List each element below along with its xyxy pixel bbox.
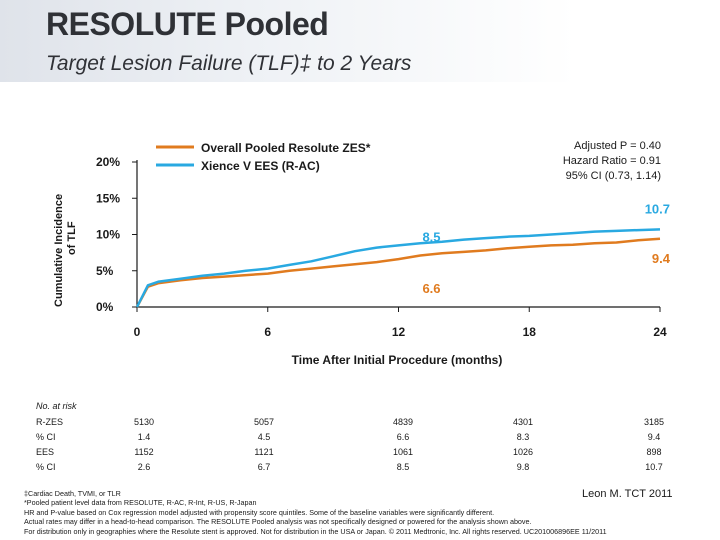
- header-band: [0, 0, 720, 82]
- risk-table-row: % CI 2.6 6.7 8.5 9.8 10.7: [0, 462, 720, 476]
- series-line-xience: [135, 228, 661, 308]
- footnote: HR and P-value based on Cox regression m…: [24, 507, 495, 517]
- x-tick-label: 18: [523, 325, 537, 339]
- risk-cell: 8.3: [516, 432, 530, 442]
- risk-row-label: % CI: [36, 432, 56, 442]
- page-title: RESOLUTE Pooled: [46, 6, 329, 42]
- x-tick-label: 24: [653, 325, 667, 339]
- risk-row-label: R-ZES: [36, 417, 63, 427]
- data-label: 9.4: [652, 251, 671, 266]
- risk-table-row: EES 1152 1121 1061 1026 898: [0, 447, 720, 461]
- citation: Leon M. TCT 2011: [582, 488, 673, 500]
- risk-cell: 3185: [643, 417, 665, 427]
- x-axis: 0 6 12 18 24: [134, 306, 667, 339]
- series-line-resolute: [135, 237, 661, 308]
- series-lines: [135, 228, 661, 308]
- page-subtitle: Target Lesion Failure (TLF)‡ to 2 Years: [46, 52, 412, 75]
- chart: 0% 5% 10% 15% 20% 0 6 12 18 24 8.5 6.6 10.7 9.4 Cum…: [53, 140, 671, 367]
- legend-label-resolute: Overall Pooled Resolute ZES*: [201, 141, 371, 155]
- stat-hazard-ratio: Hazard Ratio = 0.91: [563, 155, 661, 167]
- risk-table-header: No. at risk: [36, 401, 77, 411]
- footnote: *Pooled patient level data from RESOLUTE…: [24, 498, 257, 508]
- risk-cell: 1061: [392, 447, 414, 457]
- data-labels: 8.5 6.6 10.7 9.4: [422, 201, 670, 296]
- risk-cell: 1121: [254, 447, 274, 457]
- risk-cell: 1.4: [137, 432, 151, 442]
- x-axis-title: Time After Initial Procedure (months): [292, 353, 503, 367]
- stat-ci: 95% CI (0.73, 1.14): [566, 170, 661, 182]
- data-label: 8.5: [422, 229, 440, 244]
- risk-cell: 9.8: [516, 462, 530, 472]
- footnote: For distribution only in geographies whe…: [24, 526, 607, 536]
- risk-cell: 5130: [133, 417, 155, 427]
- y-axis-title-line1: Cumulative Incidence: [53, 194, 65, 307]
- risk-cell: 6.7: [257, 462, 271, 472]
- risk-cell: 1026: [512, 447, 534, 457]
- risk-cell: 2.6: [137, 462, 151, 472]
- y-tick-label: 20%: [96, 155, 120, 169]
- risk-table-row: R-ZES 5130 5057 4839 4301 3185: [0, 417, 720, 431]
- y-axis-title-line2: of TLF: [66, 221, 78, 255]
- x-tick-label: 12: [392, 325, 406, 339]
- stat-p-value: Adjusted P = 0.40: [574, 140, 661, 152]
- legend: Overall Pooled Resolute ZES* Xience V EE…: [156, 141, 371, 173]
- y-tick-label: 0%: [96, 300, 114, 314]
- risk-cell: 4301: [512, 417, 534, 427]
- risk-cell: 898: [646, 447, 662, 457]
- y-tick-label: 5%: [96, 264, 114, 278]
- stats-box: Adjusted P = 0.40 Hazard Ratio = 0.91 95…: [563, 140, 661, 182]
- legend-label-xience: Xience V EES (R-AC): [201, 159, 320, 173]
- y-tick-label: 15%: [96, 191, 120, 205]
- footnote: ‡Cardiac Death, TVMI, or TLR: [24, 489, 121, 498]
- x-tick-label: 0: [134, 325, 141, 339]
- y-tick-label: 10%: [96, 228, 120, 242]
- footnotes: ‡Cardiac Death, TVMI, or TLR *Pooled pat…: [24, 489, 714, 536]
- risk-row-label: % CI: [36, 462, 56, 472]
- risk-cell: 1152: [134, 447, 154, 457]
- data-label: 6.6: [422, 281, 440, 296]
- risk-cell: 9.4: [647, 432, 661, 442]
- risk-cell: 4839: [392, 417, 414, 427]
- risk-cell: 4.5: [257, 432, 271, 442]
- risk-cell: 10.7: [645, 462, 663, 472]
- y-axis: 0% 5% 10% 15% 20%: [96, 155, 138, 314]
- x-tick-label: 6: [264, 325, 271, 339]
- risk-cell: 5057: [253, 417, 275, 427]
- data-label: 10.7: [645, 201, 670, 216]
- risk-table-row: % CI 1.4 4.5 6.6 8.3 9.4: [0, 432, 720, 446]
- risk-cell: 8.5: [396, 462, 410, 472]
- risk-row-label: EES: [36, 447, 55, 457]
- footnote: Actual rates may differ in a head-to-hea…: [24, 517, 532, 527]
- risk-cell: 6.6: [396, 432, 410, 442]
